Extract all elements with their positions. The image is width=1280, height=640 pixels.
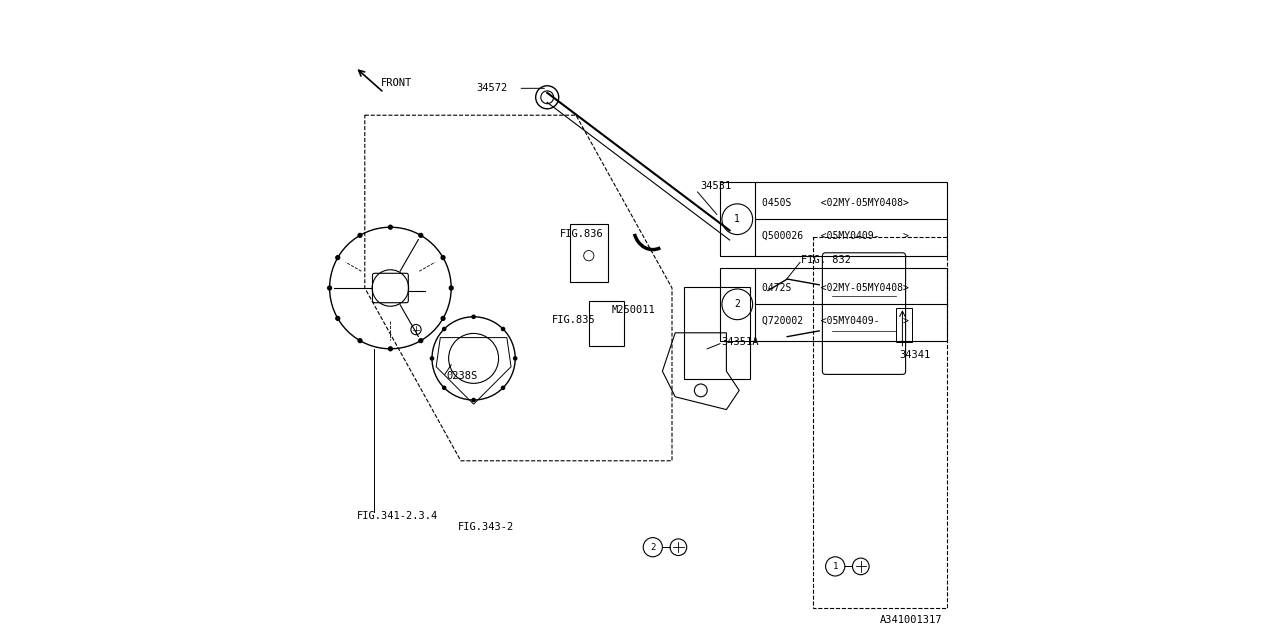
- Circle shape: [335, 317, 339, 321]
- Text: 2: 2: [650, 543, 655, 552]
- Text: FIG.836: FIG.836: [561, 228, 604, 239]
- Text: 34531: 34531: [701, 180, 732, 191]
- Bar: [896, 308, 911, 342]
- Text: FIG.341-2.3.4: FIG.341-2.3.4: [357, 511, 438, 522]
- Bar: [719, 268, 947, 341]
- Text: 1: 1: [735, 214, 740, 224]
- Circle shape: [449, 286, 453, 290]
- Circle shape: [443, 386, 445, 389]
- Circle shape: [335, 255, 339, 260]
- Circle shape: [430, 357, 434, 360]
- Text: Q720002   <05MY0409-    >: Q720002 <05MY0409- >: [762, 316, 909, 326]
- Circle shape: [389, 225, 392, 229]
- Text: FIG.835: FIG.835: [552, 315, 595, 325]
- Text: 34351A: 34351A: [722, 337, 759, 347]
- Circle shape: [419, 339, 422, 342]
- Text: 34572: 34572: [477, 83, 508, 93]
- Text: 0472S     <02MY-05MY0408>: 0472S <02MY-05MY0408>: [762, 283, 909, 293]
- Circle shape: [472, 316, 475, 319]
- Circle shape: [358, 234, 362, 237]
- Bar: [719, 182, 947, 256]
- Circle shape: [443, 328, 445, 331]
- Circle shape: [442, 255, 445, 260]
- Circle shape: [358, 339, 362, 342]
- Text: Q500026   <05MY0409-    >: Q500026 <05MY0409- >: [762, 230, 909, 241]
- Text: FRONT: FRONT: [381, 78, 412, 88]
- Text: 0450S     <02MY-05MY0408>: 0450S <02MY-05MY0408>: [762, 198, 909, 208]
- Circle shape: [419, 234, 422, 237]
- Circle shape: [442, 317, 445, 321]
- Text: 2: 2: [735, 300, 740, 309]
- Bar: [570, 224, 608, 282]
- Text: A341001317: A341001317: [881, 614, 942, 625]
- Text: FIG. 832: FIG. 832: [801, 255, 851, 266]
- Circle shape: [502, 328, 504, 331]
- Circle shape: [502, 386, 504, 389]
- Circle shape: [328, 286, 332, 290]
- Circle shape: [389, 347, 392, 351]
- Bar: [589, 301, 625, 346]
- Circle shape: [472, 398, 475, 402]
- Text: 1: 1: [832, 562, 838, 571]
- Text: FIG.343-2: FIG.343-2: [458, 522, 513, 532]
- Text: M250011: M250011: [612, 305, 655, 316]
- Circle shape: [513, 357, 517, 360]
- Text: 0238S: 0238S: [447, 371, 477, 381]
- Text: 34341: 34341: [900, 350, 931, 360]
